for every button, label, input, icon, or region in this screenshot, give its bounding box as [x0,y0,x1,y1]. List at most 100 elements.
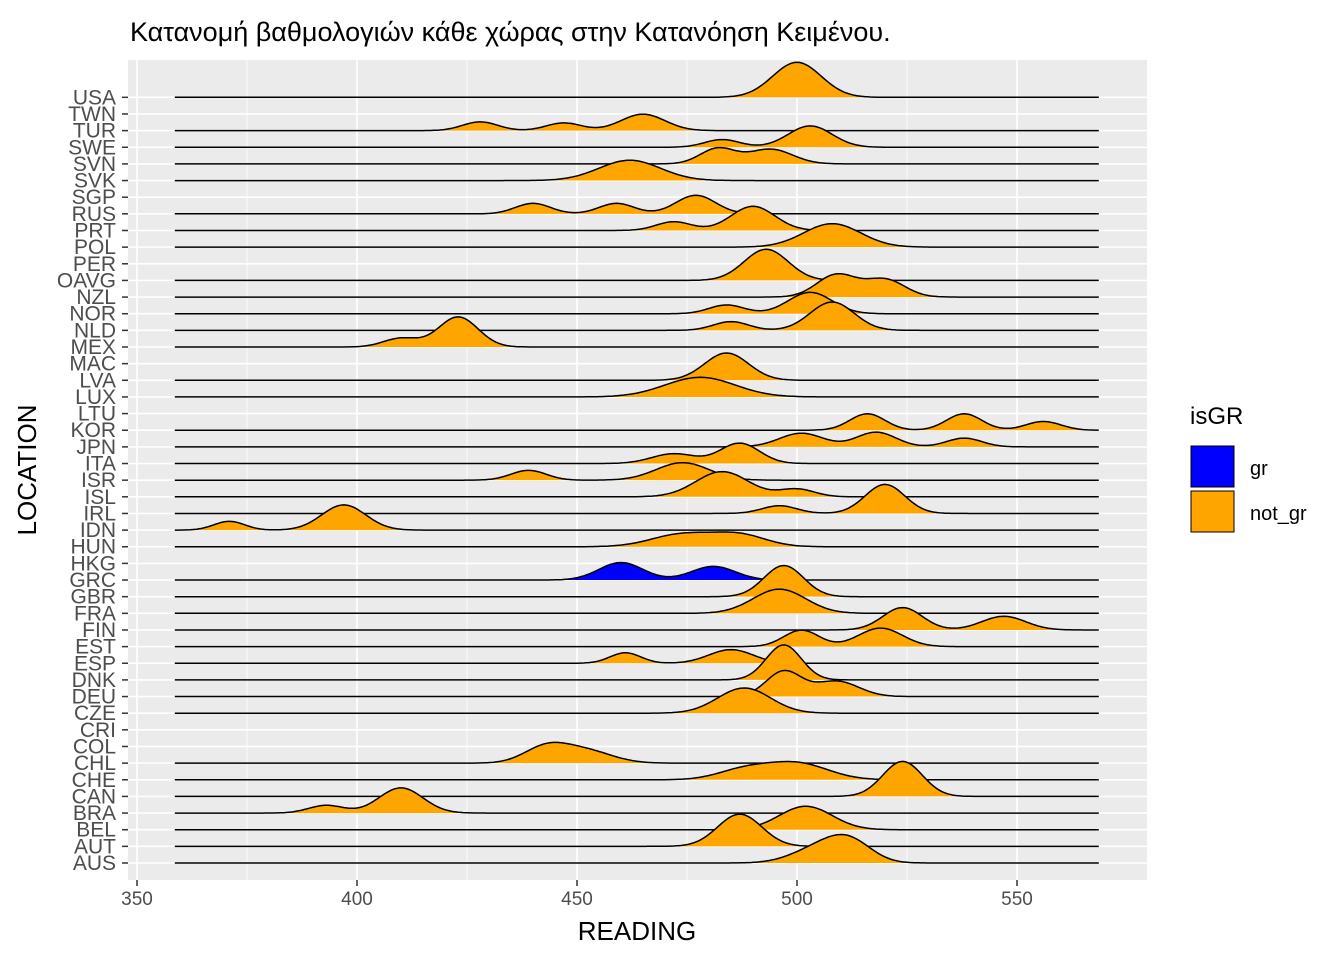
ridge-fill-fin [174,607,1101,630]
y-tick-label: BEL [76,819,116,842]
y-tick-label: BRA [73,802,116,825]
ridge-line-est [174,627,1099,648]
ridge-line-grc [174,561,1099,581]
x-axis: 350 400 450 500 550 [121,880,1033,910]
y-tick-label: ISR [81,469,116,492]
ridge-line-aus [174,833,1099,864]
ridge-line-deu [174,669,1099,698]
y-tick-label: ITA [85,453,116,476]
y-tick-label: COL [73,735,116,758]
y-tick-label: LVA [79,369,116,392]
ridge-line-esp [174,648,1099,665]
y-tick-label: CRI [80,719,116,742]
ridge-line-aut [174,813,1099,848]
y-tick-label: CHE [72,769,116,792]
y-tick-label: NLD [74,319,116,342]
y-tick-label: DNK [72,669,116,692]
ridge-fill-kor [174,413,1101,431]
ridge-line-usa [174,61,1099,99]
ridge-line-fin [174,606,1099,631]
y-tick-label: CHL [74,752,116,775]
legend-label-not-gr: not_gr [1250,503,1307,525]
x-tick-label: 550 [1001,889,1033,910]
y-tick-label: MAC [69,353,116,376]
y-tick-label: GRC [69,569,116,592]
y-tick-label: HKG [70,552,116,575]
legend-key-gr [1190,445,1235,488]
y-tick-label: CAN [72,785,116,808]
y-tick-label: ISL [84,486,116,509]
plot-panel [128,60,1147,880]
ridge-line-chl [174,741,1099,764]
ridge-line-fra [174,588,1099,615]
ridge-line-isr [174,461,1099,481]
y-tick-label: LUX [75,386,116,409]
ridge-fill-nzl [174,273,1101,298]
ridge-fill-irl [174,484,1101,514]
ridge-fill-idn [174,504,1101,531]
ridge-line-dnk [174,644,1099,681]
y-tick-label: OAVG [57,269,116,292]
x-tick-label: 450 [561,889,593,910]
ridge-line-bra [174,787,1099,814]
ridge-line-nor [174,291,1099,315]
y-tick-label: NOR [69,303,116,326]
y-tick-label: NZL [76,286,116,309]
ridge-line-rus [174,194,1099,215]
y-tick-label: POL [74,236,116,259]
ridge-line-prt [174,205,1099,232]
legend-label-gr: gr [1250,458,1268,480]
ridge-line-kor [174,413,1099,431]
y-tick-label: IDN [80,519,116,542]
ridge-fill-svk [174,160,1101,181]
y-tick-label: TUR [73,120,116,143]
y-tick-label: AUT [74,835,116,858]
x-tick-label: 350 [121,889,153,910]
ridge-line-mex [174,316,1099,348]
y-tick-label: SVK [74,170,116,193]
y-tick-label: CZE [74,702,116,725]
y-tick-label: FRA [74,602,116,625]
ridge-line-cze [174,687,1099,714]
y-tick-label: EST [75,636,116,659]
ridge-fill-rus [174,195,1101,214]
ridge-fill-est [174,628,1101,647]
y-tick-label: JPN [76,436,116,459]
y-tick-label: RUS [72,203,116,226]
y-tick-label: PER [73,253,116,276]
y-tick-label: TWN [68,103,116,126]
ridge-fill-tur [174,114,1101,131]
ridge-line-nld [174,301,1099,332]
legend-key-not-gr [1190,490,1235,533]
ridge-line-bel [174,805,1099,831]
ridge-line-swe [174,125,1099,149]
ridge-line-gbr [174,564,1099,598]
ridge-fill-hun [174,532,1101,547]
x-tick-label: 500 [781,889,813,910]
ridge-line-pol [174,222,1099,248]
y-tick-label: MEX [70,336,116,359]
ridge-line-isl [174,470,1099,498]
y-axis: AUSAUTBELBRACANCHECHLCOLCRICZEDEUDNKESPE… [57,86,128,875]
x-tick-label: 400 [341,889,373,910]
y-tick-label: HUN [71,536,117,559]
ridge-line-oavg [174,248,1099,282]
ridge-line-ita [174,442,1099,465]
y-tick-label: DEU [72,686,116,709]
y-tick-label: FIN [82,619,116,642]
ridge-line-tur [174,113,1099,132]
ridge-fill-grc [174,562,1101,581]
ridge-fill-pol [174,223,1101,248]
ridge-line-nzl [174,272,1099,298]
y-axis-label: LOCATION [12,405,42,536]
y-tick-label: SWE [68,136,116,159]
y-tick-label: LTU [78,403,116,426]
ridge-line-che [174,760,1099,781]
y-tick-label: SGP [72,186,116,209]
legend: isGR gr not_gr [1190,403,1307,533]
ridge-line-jpn [174,431,1099,448]
y-tick-label: ESP [74,652,116,675]
y-tick-label: GBR [70,586,116,609]
ridge-fill-jpn [174,432,1101,447]
